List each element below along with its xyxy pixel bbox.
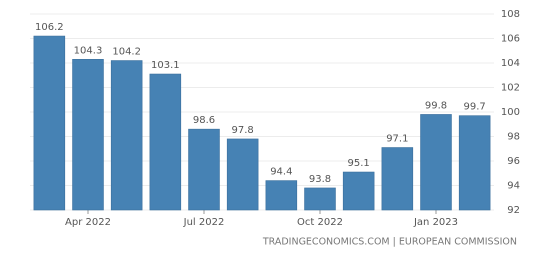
y-tick-label: 98: [507, 132, 520, 143]
value-label: 99.7: [464, 102, 486, 113]
bar: [149, 73, 182, 211]
value-label: 93.8: [309, 174, 331, 185]
bar: [33, 35, 66, 211]
value-label: 94.4: [270, 167, 292, 178]
x-tick-label: Jan 2023: [413, 217, 458, 228]
value-label: 97.8: [232, 125, 254, 136]
bar: [381, 147, 414, 211]
bar: [265, 180, 298, 211]
source: TRADINGECONOMICS.COM | EUROPEAN COMMISSI…: [262, 237, 517, 248]
value-label: 104.3: [74, 45, 103, 56]
y-tick-label: 106: [501, 34, 520, 45]
y-tick-label: 94: [507, 181, 520, 192]
y-tick-label: 108: [501, 9, 520, 20]
value-label: 95.1: [348, 158, 370, 169]
value-label: 104.2: [112, 47, 141, 58]
bar: [110, 60, 143, 211]
bar: [72, 59, 104, 211]
y-tick-label: 100: [501, 107, 520, 118]
bar: [342, 171, 375, 211]
bar: [188, 128, 220, 211]
x-tick-label: Oct 2022: [297, 217, 343, 228]
y-tick-label: 92: [507, 205, 520, 216]
y-tick-label: 102: [501, 83, 520, 94]
value-label: 99.8: [425, 100, 447, 111]
x-tick-label: Jul 2022: [183, 217, 225, 228]
value-label: 98.6: [193, 115, 215, 126]
bar: [458, 115, 491, 211]
y-tick-label: 104: [501, 58, 520, 69]
bar: [304, 187, 336, 211]
value-label: 103.1: [151, 60, 180, 71]
bar: [420, 114, 452, 211]
y-tick-label: 96: [507, 156, 520, 167]
x-tick-label: Apr 2022: [65, 217, 111, 228]
value-label: 97.1: [386, 134, 408, 145]
value-label: 106.2: [35, 22, 64, 33]
bar: [226, 138, 259, 211]
